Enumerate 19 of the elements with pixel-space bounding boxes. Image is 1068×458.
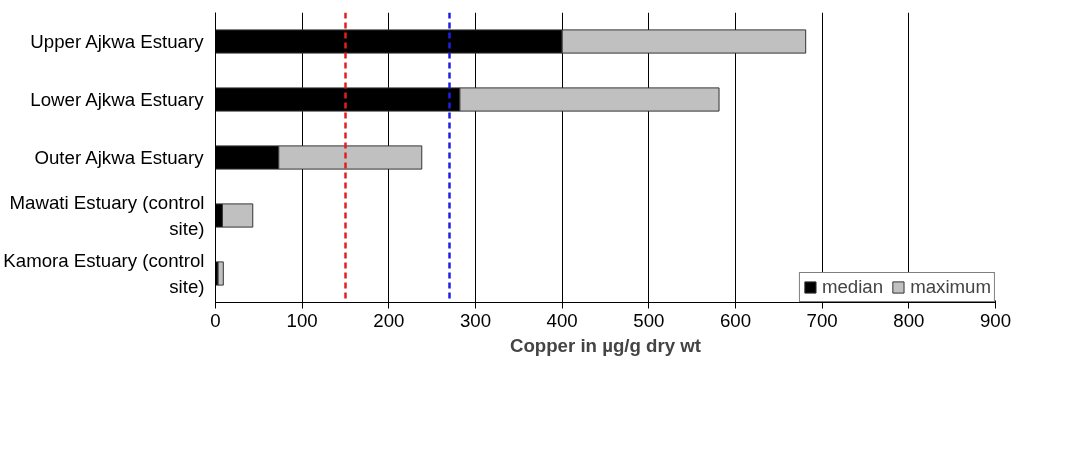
- x-tick-label: 500: [633, 309, 665, 331]
- y-tick-label: Lower Ajkwa Estuary: [30, 89, 205, 110]
- y-tick-label: Mawati Estuary (control site): [9, 192, 205, 239]
- legend-label: median: [821, 276, 884, 298]
- x-tick-label: 400: [546, 309, 578, 331]
- y-tick-label: Outer Ajkwa Estuary: [34, 147, 205, 168]
- y-tick-label: Kamora Estuary (control site): [3, 250, 205, 297]
- x-tick-label: 100: [286, 309, 318, 331]
- x-tick-label: 600: [719, 309, 752, 331]
- legend-label: maximum: [910, 276, 991, 298]
- bar: [217, 261, 224, 286]
- x-tick-label: 200: [373, 309, 405, 331]
- x-axis-title: Copper in µg/g dry wt: [509, 334, 702, 356]
- x-tick-label: 300: [459, 309, 492, 331]
- x-tick-label: 800: [893, 309, 925, 331]
- x-tick-label: 0: [210, 309, 221, 331]
- x-tick-label: 700: [806, 309, 838, 331]
- x-tick-label: 900: [979, 309, 1012, 331]
- y-tick-label: Upper Ajkwa Estuary: [30, 31, 205, 52]
